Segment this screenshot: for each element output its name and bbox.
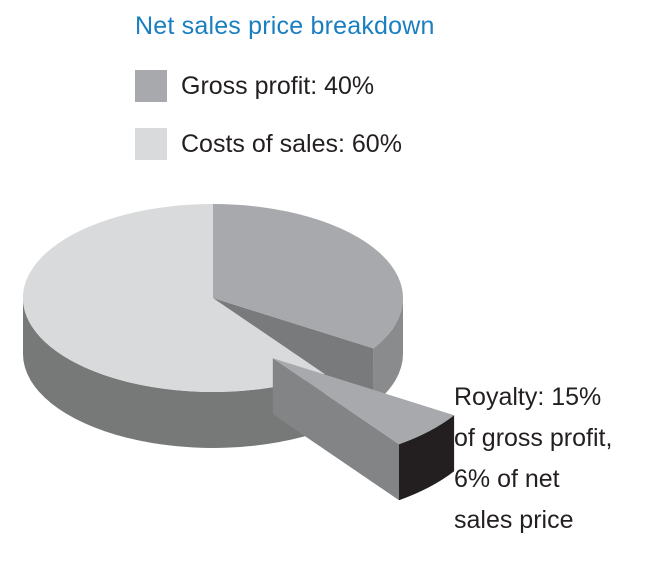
pie-slice-gross-profit xyxy=(213,204,404,349)
pie-slice-costs-of-sales xyxy=(22,203,325,392)
royalty-label-line-4: sales price xyxy=(454,506,574,534)
legend-label-gross-profit: Gross profit: 40% xyxy=(181,71,375,100)
costs-of-sales-side xyxy=(23,298,325,448)
legend-swatch-costs-of-sales xyxy=(135,128,167,160)
legend-label-costs-of-sales: Costs of sales: 60% xyxy=(181,129,402,158)
royalty-label-line-1: Royalty: 15% xyxy=(454,383,602,411)
royalty-label-line-3: 6% of net xyxy=(454,465,560,493)
royalty-slice-outer-face xyxy=(399,415,455,501)
royalty-slice-side-wall xyxy=(272,358,399,501)
legend-item-costs-of-sales: Costs of sales: 60% xyxy=(135,128,402,160)
legend-swatch-gross-profit xyxy=(135,70,167,102)
pie-slice-royalty xyxy=(272,358,455,445)
chart-title: Net sales price breakdown xyxy=(135,12,435,40)
royalty-label-line-2: of gross profit, xyxy=(454,424,613,452)
gross-profit-side xyxy=(373,298,403,405)
legend-item-gross-profit: Gross profit: 40% xyxy=(135,70,374,102)
royalty-callout: Royalty: 15% of gross profit, 6% of net … xyxy=(454,377,612,541)
